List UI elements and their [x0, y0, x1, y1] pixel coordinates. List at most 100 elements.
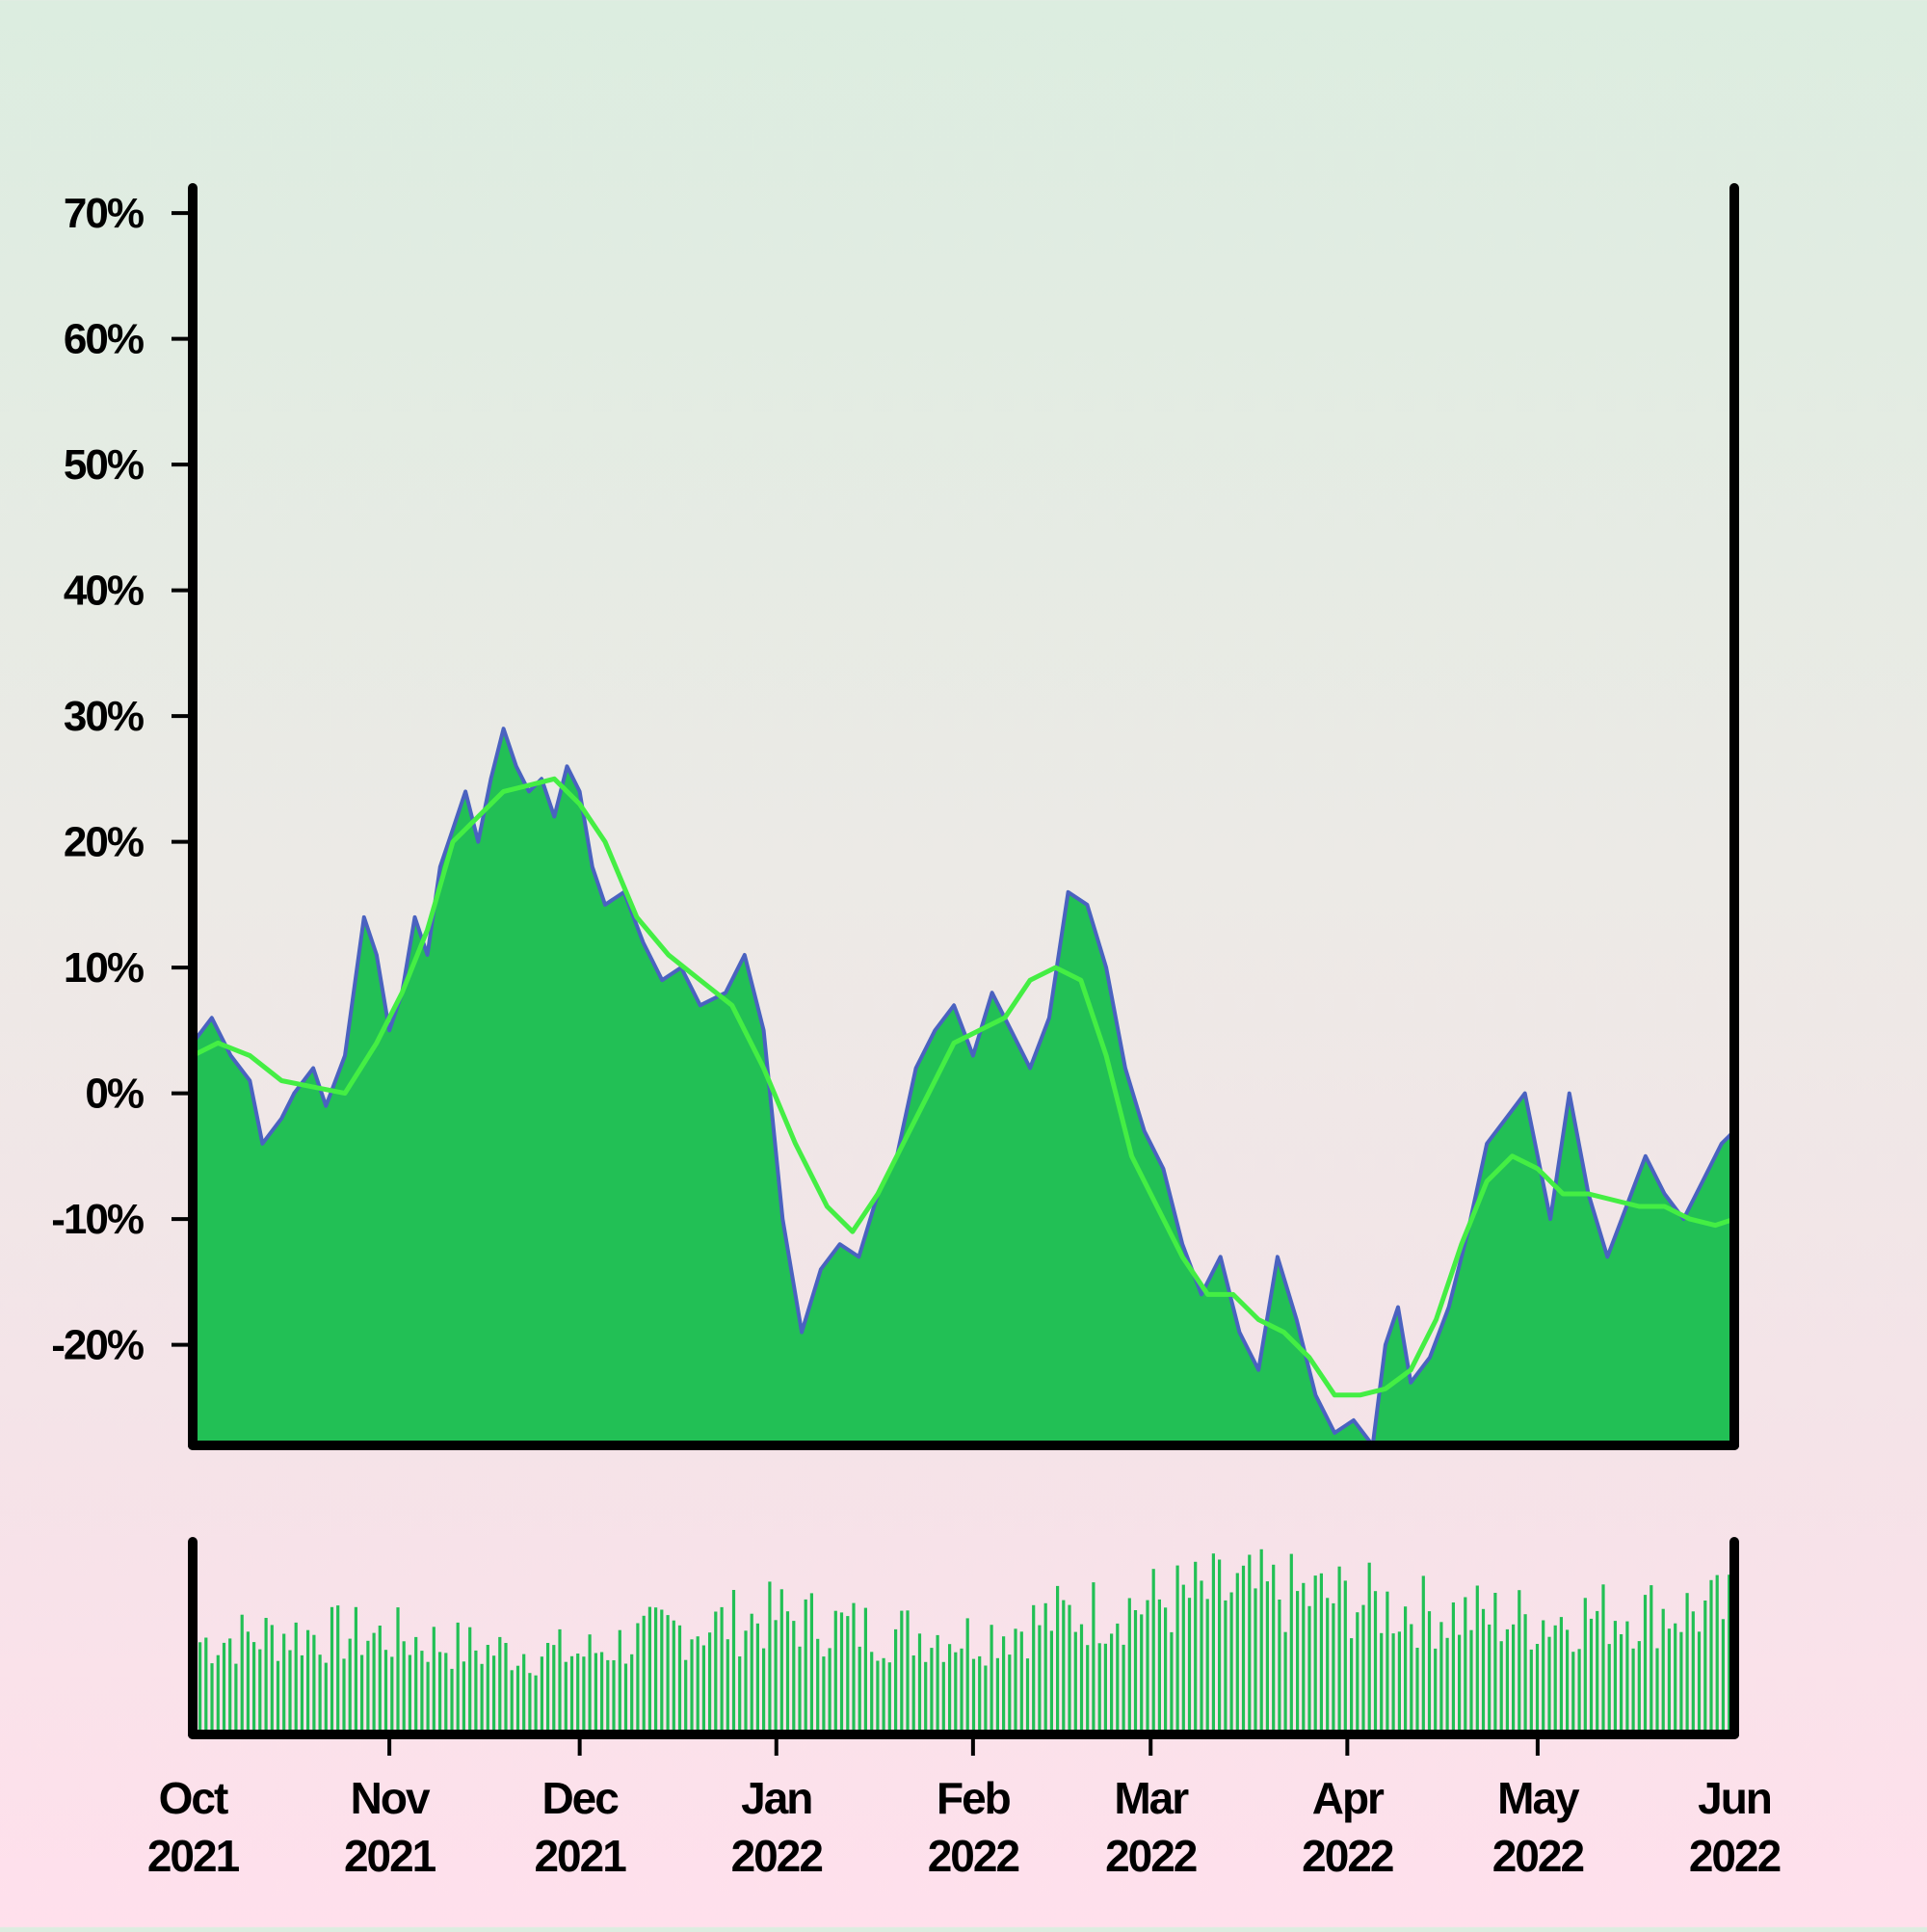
volume-bar [750, 1613, 753, 1734]
volume-bar [1728, 1575, 1731, 1734]
volume-bar [660, 1609, 664, 1734]
volume-bar [1589, 1618, 1594, 1734]
volume-bar [960, 1648, 964, 1734]
volume-bar [1122, 1644, 1125, 1734]
volume-bar [312, 1634, 316, 1734]
volume-bar [1427, 1611, 1432, 1734]
volume-bar [744, 1630, 748, 1734]
volume-bar [354, 1606, 357, 1734]
volume-bar [755, 1623, 759, 1734]
volume-bar [1164, 1607, 1168, 1734]
volume-bar [1475, 1585, 1479, 1734]
volume-bar [828, 1648, 832, 1734]
x-tick-year: 2022 [731, 1831, 823, 1881]
volume-bar [906, 1610, 910, 1734]
volume-bar [1583, 1598, 1587, 1734]
volume-bar [1451, 1602, 1455, 1734]
volume-bar [1505, 1628, 1509, 1734]
volume-bar [954, 1652, 958, 1734]
volume-bar [774, 1620, 778, 1734]
volume-bar [1571, 1652, 1575, 1734]
volume-bar [330, 1606, 334, 1734]
volume-bar [1709, 1579, 1713, 1734]
volume-bar [1002, 1636, 1006, 1734]
volume-bar [654, 1607, 658, 1734]
volume-bar [1703, 1601, 1707, 1734]
volume-bar [456, 1622, 460, 1734]
volume-bar [1679, 1631, 1683, 1734]
volume-bar [816, 1638, 820, 1734]
volume-bar [768, 1581, 772, 1734]
volume-bar [1241, 1565, 1246, 1734]
volume-bar [1146, 1600, 1149, 1734]
volume-bar [1289, 1553, 1293, 1734]
volume-bar [348, 1638, 352, 1734]
volume-bar [324, 1662, 328, 1734]
volume-bar [1566, 1629, 1570, 1734]
volume-bar [515, 1665, 520, 1734]
volume-bar [252, 1642, 256, 1734]
volume-bar [846, 1616, 850, 1734]
volume-bar [1607, 1644, 1611, 1734]
volume-bar [1187, 1598, 1192, 1734]
volume-bar [504, 1643, 508, 1734]
volume-bar [246, 1631, 250, 1734]
volume-bar [588, 1634, 592, 1734]
volume-bar [606, 1659, 610, 1734]
volume-bar [1151, 1569, 1155, 1734]
volume-bar [1637, 1641, 1641, 1734]
volume-bar [642, 1615, 646, 1734]
volume-bar [1068, 1604, 1071, 1734]
volume-bar [858, 1646, 861, 1734]
volume-bar [1224, 1600, 1227, 1734]
volume-bar [1577, 1649, 1581, 1734]
volume-bar [576, 1654, 580, 1734]
y-tick-label: 10% [64, 944, 144, 992]
volume-bar [1481, 1608, 1486, 1734]
volume-bar [936, 1634, 939, 1734]
volume-bar [204, 1637, 208, 1734]
volume-bar [1596, 1610, 1599, 1734]
volume-bar [1032, 1604, 1036, 1734]
volume-bar [618, 1629, 621, 1734]
volume-bar [276, 1660, 280, 1734]
volume-bar [666, 1615, 670, 1734]
volume-bar [444, 1653, 448, 1734]
volume-bar [1332, 1602, 1335, 1734]
y-tick-label: 0% [85, 1071, 143, 1118]
volume-bar [636, 1623, 640, 1734]
volume-bar [1170, 1631, 1174, 1734]
volume-bar [785, 1611, 790, 1734]
volume-bar [372, 1632, 376, 1734]
price-area [193, 728, 1734, 1445]
volume-bar [1715, 1575, 1719, 1734]
volume-bar [528, 1673, 532, 1734]
volume-bar [1343, 1580, 1347, 1734]
volume-bar [1319, 1573, 1323, 1734]
moving-average-line [193, 776, 1734, 1398]
volume-bar [792, 1621, 796, 1734]
x-tick-month: Jun [1698, 1773, 1771, 1823]
volume-bar [1650, 1585, 1653, 1734]
volume-bar [822, 1656, 826, 1734]
volume-bar [306, 1629, 310, 1734]
volume-bar [1631, 1648, 1635, 1734]
volume-bar [1661, 1608, 1665, 1734]
volume-bar [738, 1656, 742, 1734]
volume-bar [1391, 1633, 1395, 1734]
volume-bar [1542, 1620, 1545, 1734]
volume-bar [1625, 1621, 1629, 1734]
volume-bar [1265, 1581, 1269, 1734]
volume-bar [852, 1602, 856, 1734]
volume-bar [798, 1646, 802, 1734]
volume-bar [809, 1593, 813, 1734]
volume-bar [1079, 1624, 1084, 1734]
volume-bar [1194, 1561, 1198, 1734]
volume-bar [1181, 1584, 1185, 1734]
volume-bar [1313, 1575, 1317, 1734]
x-tick-month: Nov [351, 1773, 431, 1823]
volume-bar [432, 1627, 436, 1734]
volume-bar [1434, 1648, 1438, 1734]
volume-bar [1157, 1599, 1161, 1734]
volume-bar [1601, 1584, 1605, 1734]
